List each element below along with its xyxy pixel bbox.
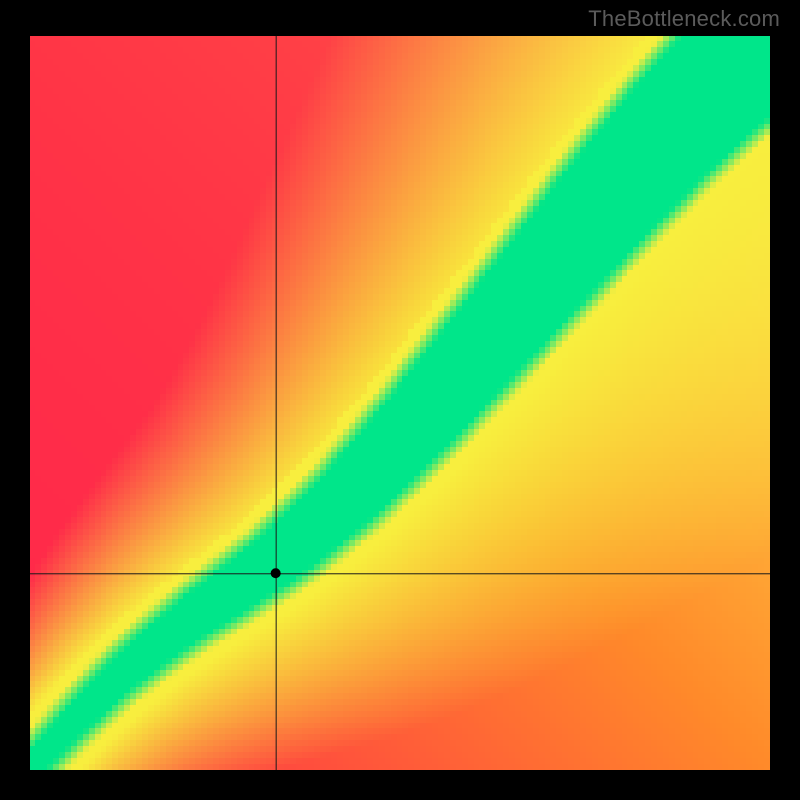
heatmap-canvas bbox=[30, 36, 770, 770]
chart-container: TheBottleneck.com bbox=[0, 0, 800, 800]
bottleneck-heatmap bbox=[30, 36, 770, 770]
watermark-text: TheBottleneck.com bbox=[588, 6, 780, 32]
